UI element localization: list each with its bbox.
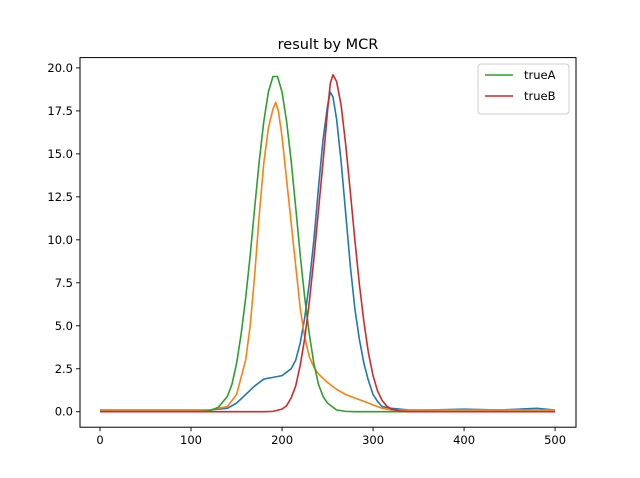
chart-title: result by MCR [278, 37, 379, 53]
x-tick-label: 300 [362, 433, 384, 447]
y-tick-label: 7.5 [55, 276, 73, 290]
y-tick-label: 12.5 [47, 190, 73, 204]
series-layer [100, 73, 556, 413]
y-tick-label: 20.0 [47, 61, 73, 75]
axes-frame [79, 57, 577, 428]
y-tick-label: 0.0 [55, 405, 73, 419]
y-axis: 0.0 2.5 5.0 7.5 10.0 12.5 15.0 17.5 20.0 [47, 61, 80, 419]
y-tick-label: 15.0 [47, 147, 73, 161]
y-tick-label: 17.5 [47, 104, 73, 118]
y-tick-label: 10.0 [47, 233, 73, 247]
x-tick-label: 500 [544, 433, 566, 447]
series-line-series-1 [100, 91, 556, 411]
legend-label-trueA: trueA [524, 68, 556, 82]
legend-label-trueB: trueB [524, 89, 556, 103]
x-tick-label: 0 [96, 433, 103, 447]
x-tick-label: 100 [180, 433, 202, 447]
y-tick-label: 5.0 [55, 319, 73, 333]
series-line-series-2 [100, 101, 556, 411]
series-line-trueB [100, 73, 556, 413]
series-line-trueA [100, 75, 556, 413]
x-tick-label: 400 [453, 433, 475, 447]
legend-box [477, 63, 570, 115]
legend: trueA trueB [477, 63, 570, 115]
x-tick-label: 200 [271, 433, 293, 447]
plot-area: 0 100 200 300 400 500 0.0 2.5 5.0 7.5 10.0 12.5 15.… [47, 57, 577, 447]
x-axis: 0 100 200 300 400 500 [96, 427, 566, 447]
y-tick-label: 2.5 [55, 362, 73, 376]
